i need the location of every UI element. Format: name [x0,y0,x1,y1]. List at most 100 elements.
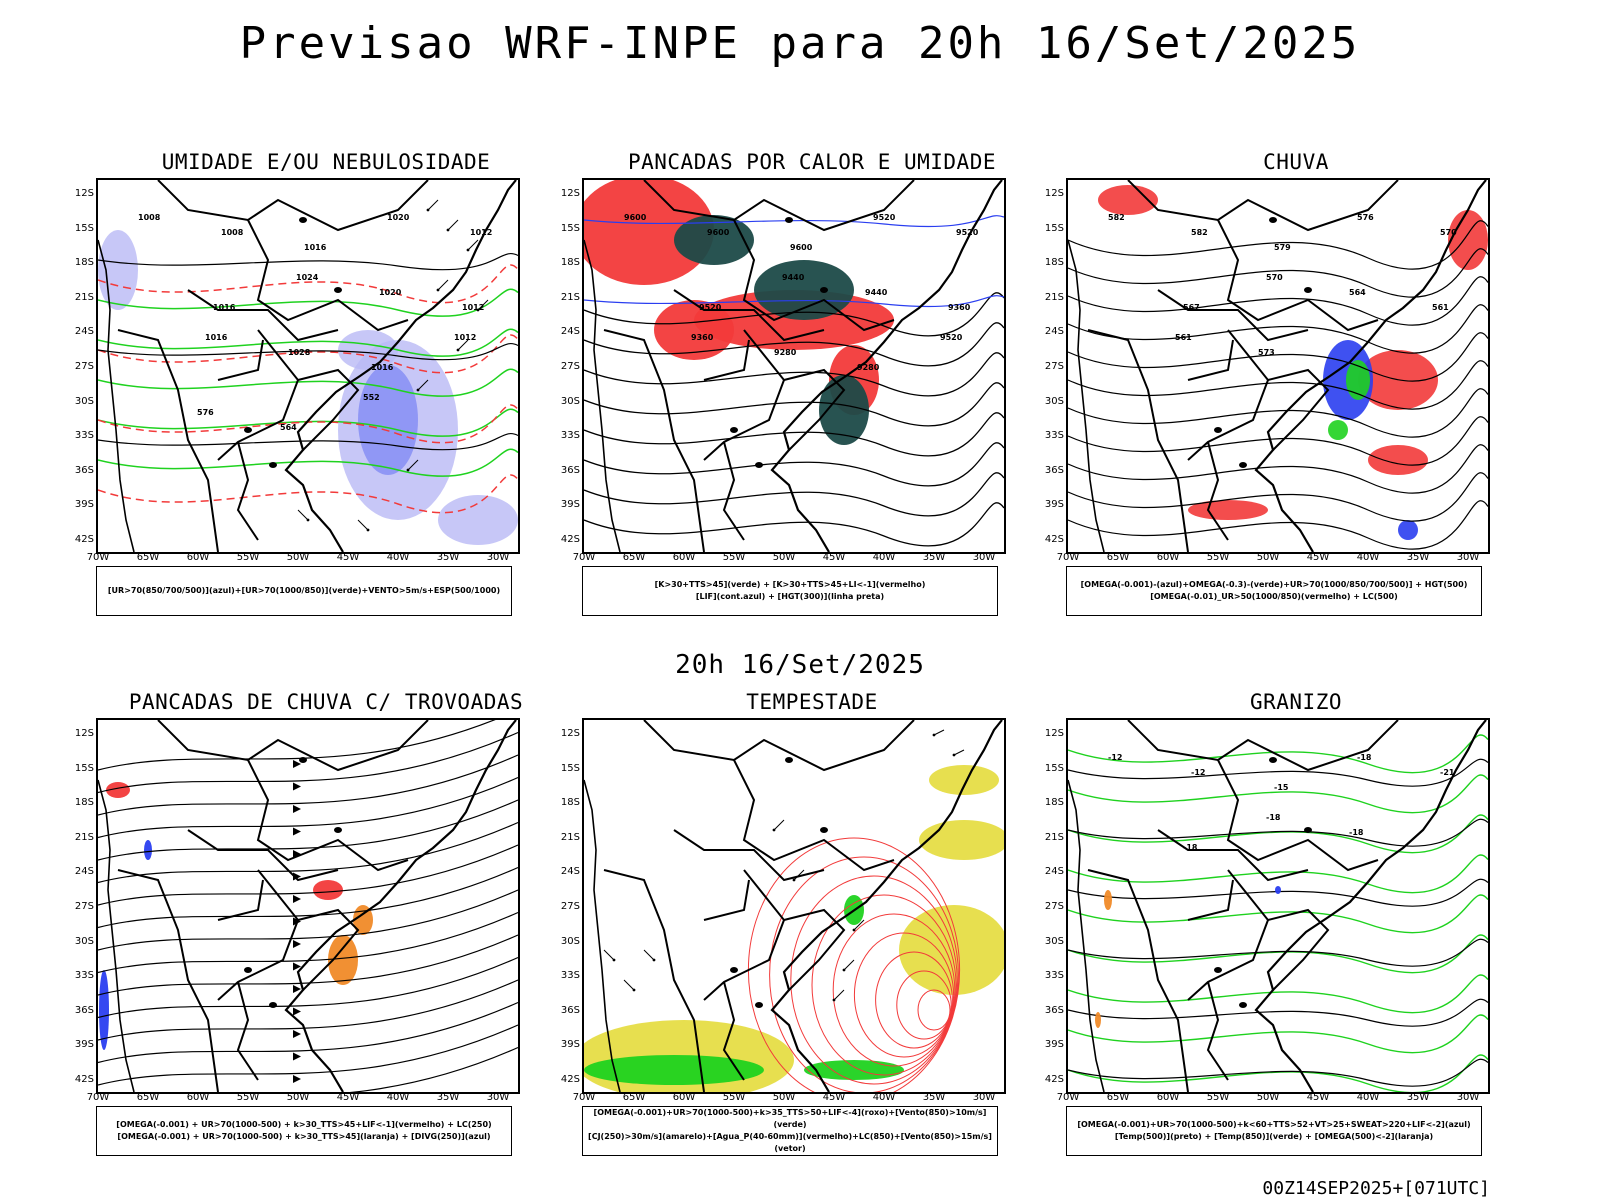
latitude-tick-label: 30S [1044,935,1064,947]
longitude-axis: 70W 65W 60W 55W 50W 45W 40W 35W 30W [87,1092,520,1106]
map-area: 582 582 579 576 570 567 570 564 561 561 573 [1066,178,1490,554]
longitude-tick-label: 50W [772,552,796,563]
longitude-tick-label: 70W [86,552,110,563]
omega-orange [1095,1012,1101,1028]
latitude-axis: 12S 15S 18S 21S 24S 27S 30S 33S 36S 39S 42S [1038,718,1064,1090]
longitude-tick-label: 55W [236,1092,260,1103]
panel-legend: [OMEGA(-0.001)+UR>70(1000-500)+k<60+TTS>… [1066,1106,1482,1156]
divergence-blue [99,970,109,1050]
contour-label: 561 [1432,303,1449,312]
latitude-tick-label: 36S [74,1004,94,1016]
longitude-tick-label: 70W [572,552,596,563]
divergence-blue [144,840,152,860]
rain-red [1368,445,1428,475]
panel-title: PANCADAS DE CHUVA C/ TROVOADAS [128,690,524,714]
longitude-tick-label: 55W [1206,1092,1230,1103]
contour-label: 1016 [371,363,394,372]
contour-label: 1008 [138,213,161,222]
longitude-tick-label: 50W [772,1092,796,1103]
contour-label: 1024 [296,273,319,282]
longitude-tick-label: 60W [1156,552,1180,563]
latitude-tick-label: 15S [560,762,580,774]
latitude-tick-label: 27S [74,361,94,372]
latitude-tick-label: 18S [1044,797,1064,809]
latitude-tick-label: 33S [1044,430,1064,442]
longitude-tick-label: 40W [872,1092,896,1103]
latitude-tick-label: 15S [74,222,94,234]
contour-label: 579 [1274,243,1291,252]
run-timestamp: 00Z14SEP2025+[071UTC] [1262,1178,1490,1199]
moist-area [819,375,869,445]
map-area: 1008 1008 1016 1020 1012 1016 1024 1020 1012 1016… [96,178,520,554]
contour-label: 9360 [691,333,714,342]
map-svg [98,720,518,1092]
map-svg: -12 -12 -15 -18 -21 -18 -18 -18 [1068,720,1488,1092]
contour-label: -18 [1349,828,1364,837]
latitude-tick-label: 27S [1044,361,1064,372]
forecast-date-label: 20h 16/Set/2025 [675,650,925,680]
contour-label: 9520 [940,333,963,342]
contour-label: 9520 [956,228,979,237]
longitude-tick-label: 65W [1106,1092,1130,1103]
latitude-tick-label: 12S [560,188,580,199]
latitude-tick-label: 33S [560,970,580,982]
humidity-core [358,365,418,475]
main-title: Previsao WRF-INPE para 20h 16/Set/2025 [239,18,1361,69]
longitude-tick-label: 70W [1056,1092,1080,1103]
contour-label: 1008 [221,228,244,237]
latitude-axis: 12S 15S 18S 21S 24S 27S 30S 33S 36S 39S 42S [554,718,580,1090]
latitude-tick-label: 27S [1044,901,1064,912]
latitude-tick-label: 36S [1044,464,1064,476]
longitude-tick-label: 45W [822,552,846,563]
legend-line: [UR>70(850/700/500)](azul)+[UR>70(1000/8… [107,586,501,595]
latitude-tick-label: 12S [74,188,94,199]
contour-label: -12 [1108,753,1122,762]
contour-label: 1016 [213,303,236,312]
latitude-tick-label: 42S [1044,1074,1064,1085]
contour-label: 576 [1357,213,1374,222]
latitude-tick-label: 24S [74,326,94,338]
contour-label: 9440 [865,288,888,297]
longitude-tick-label: 60W [186,552,210,563]
longitude-tick-label: 55W [236,552,260,563]
jet-yellow [929,765,999,795]
rain-green [1328,420,1348,440]
longitude-tick-label: 70W [86,1092,110,1103]
latitude-tick-label: 30S [560,935,580,947]
contour-label: 1020 [387,213,410,222]
rain-red [1188,500,1268,520]
contour-label: 567 [1183,303,1200,312]
contour-label: 570 [1440,228,1457,237]
longitude-tick-label: 40W [386,1092,410,1103]
longitude-tick-label: 30W [972,1092,996,1103]
longitude-tick-label: 55W [722,552,746,563]
longitude-tick-label: 50W [286,1092,310,1103]
latitude-tick-label: 12S [1044,728,1064,739]
latitude-tick-label: 27S [560,361,580,372]
longitude-tick-label: 35W [436,552,460,563]
latitude-tick-label: 42S [560,534,580,545]
latitude-tick-label: 24S [1044,866,1064,878]
latitude-tick-label: 30S [74,935,94,947]
contour-label: 1012 [454,333,476,342]
longitude-tick-label: 45W [336,1092,360,1103]
panel-title: UMIDADE E/OU NEBULOSIDADE [161,150,491,174]
contour-label: 582 [1191,228,1208,237]
map-panel-umidade: UMIDADE E/OU NEBULOSIDADE 12S 15S 18S 21S 24S… [74,150,576,630]
longitude-tick-label: 55W [1206,552,1230,563]
longitude-tick-label: 40W [872,552,896,563]
latitude-tick-label: 30S [1044,395,1064,407]
panel-legend: [OMEGA(-0.001)-(azul)+OMEGA(-0.3)-(verde… [1066,566,1482,616]
latitude-tick-label: 12S [1044,188,1064,199]
legend-line: [OMEGA(-0.01)_UR>50(1000/850)(vermelho) … [1150,592,1398,601]
latitude-tick-label: 15S [1044,222,1064,234]
latitude-tick-label: 39S [1044,1039,1064,1051]
hail-blue [1275,886,1281,894]
latitude-axis: 12S 15S 18S 21S 24S 27S 30S 33S 36S 39S 42S [554,178,580,550]
storm-red [106,782,130,798]
latitude-tick-label: 12S [560,728,580,739]
contour-label: 1016 [205,333,228,342]
latitude-tick-label: 15S [1044,762,1064,774]
longitude-tick-label: 30W [486,1092,510,1103]
panel-title: GRANIZO [1249,690,1342,714]
